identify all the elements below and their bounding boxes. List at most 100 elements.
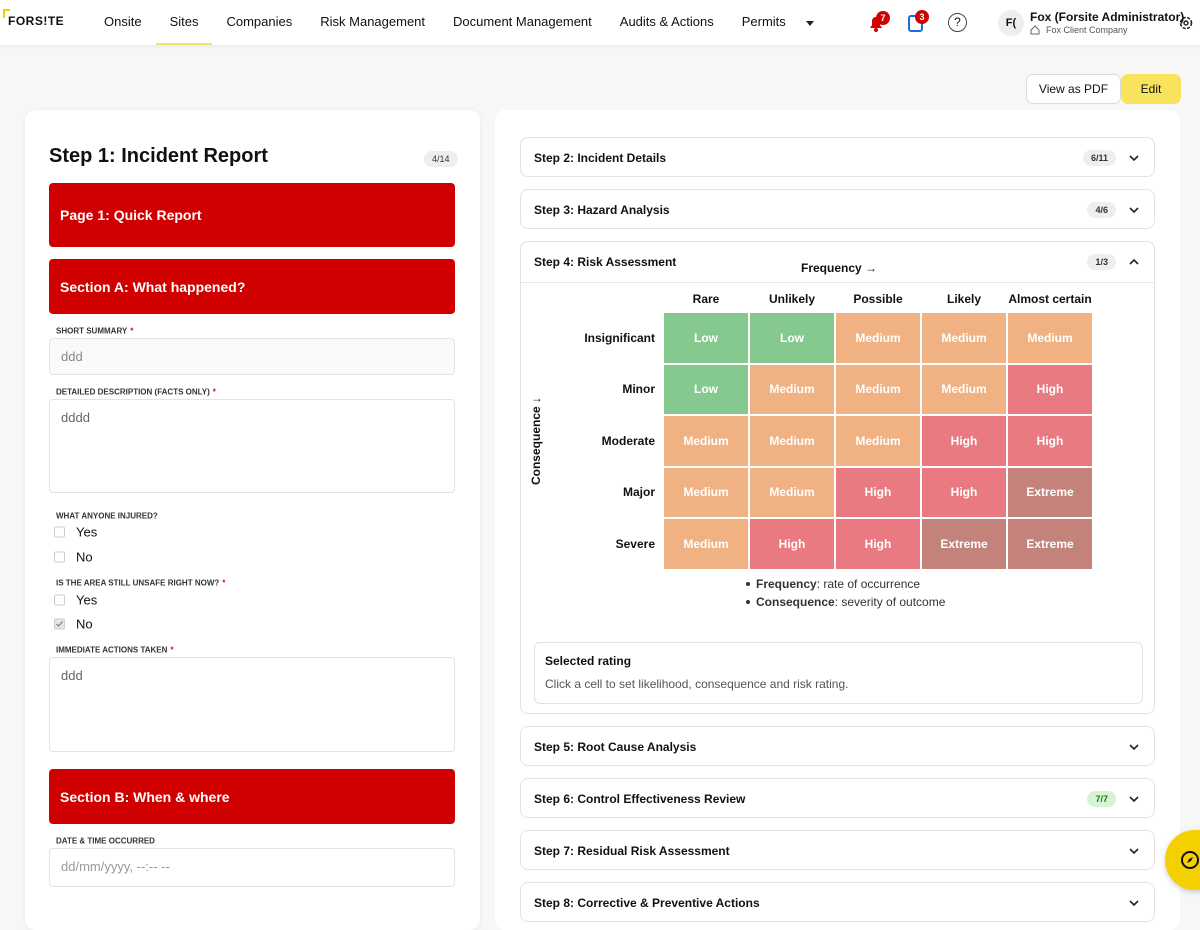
nav-item[interactable]: Onsite — [104, 14, 142, 29]
summary-input[interactable]: ddd — [49, 338, 455, 375]
checkbox[interactable] — [54, 526, 65, 538]
risk-cell[interactable]: Medium — [921, 363, 1007, 415]
risk-cell[interactable]: High — [835, 466, 921, 518]
legend-term: Frequency — [756, 577, 817, 591]
risk-cell[interactable]: Medium — [663, 466, 749, 518]
step-header[interactable]: Step 8: Corrective & Preventive Actions — [521, 883, 1154, 923]
tasks-badge: 3 — [915, 10, 929, 24]
description-input[interactable]: dddd — [49, 399, 455, 493]
checkbox-option[interactable]: Yes — [54, 525, 97, 540]
column-header: Unlikely — [768, 292, 816, 306]
checkbox-option[interactable]: Yes — [54, 593, 97, 608]
risk-cell[interactable]: Medium — [749, 415, 835, 467]
risk-cell[interactable]: Medium — [835, 312, 921, 364]
column-header: Possible — [853, 292, 903, 306]
step-title: Step 2: Incident Details — [534, 151, 667, 165]
checkbox-option[interactable]: No — [54, 550, 93, 565]
nav-item[interactable]: Risk Management — [320, 14, 426, 29]
chevron — [1129, 258, 1139, 265]
required-mark: * — [130, 326, 134, 336]
risk-cell[interactable]: Medium — [663, 415, 749, 467]
nav-item[interactable]: Audits & Actions — [619, 14, 714, 29]
risk-cell[interactable]: Medium — [835, 415, 921, 467]
legend-item: Consequence: severity of outcome — [746, 595, 945, 609]
risk-cell[interactable]: Extreme — [1007, 466, 1093, 518]
step-header[interactable]: Step 4: Risk Assessment 1/3 — [521, 242, 1154, 282]
column-header: Likely — [946, 292, 982, 306]
risk-cell[interactable]: Medium — [749, 363, 835, 415]
company-icon — [1030, 25, 1040, 35]
step-card: Step 7: Residual Risk Assessment — [520, 830, 1155, 870]
column-header: Rare — [692, 292, 720, 306]
nav-items: Onsite Sites Companies Risk Management Docum… — [90, 0, 800, 45]
field-label: DATE & TIME OCCURRED — [56, 837, 155, 846]
selected-title: Selected rating — [545, 654, 632, 668]
nav-item[interactable]: Companies — [226, 14, 293, 29]
label-text: IS THE AREA STILL UNSAFE RIGHT NOW? — [56, 578, 220, 588]
risk-cell[interactable]: Extreme — [921, 518, 1007, 570]
step-header[interactable]: Step 6: Control Effectiveness Review 7/7 — [521, 779, 1154, 819]
risk-cell[interactable]: High — [921, 415, 1007, 467]
risk-cell[interactable]: High — [1007, 363, 1093, 415]
chevron — [1129, 796, 1139, 803]
step-header[interactable]: Step 3: Hazard Analysis 4/6 — [521, 190, 1154, 230]
field-label: DETAILED DESCRIPTION (FACTS ONLY) * — [56, 388, 216, 397]
risk-cell[interactable]: Medium — [1007, 312, 1093, 364]
required-mark: * — [170, 645, 174, 655]
step-header[interactable]: Step 2: Incident Details 6/11 — [521, 138, 1154, 178]
step-card: Step 6: Control Effectiveness Review 7/7 — [520, 778, 1155, 818]
nav-item[interactable]: Sites — [155, 0, 213, 45]
option-label: No — [76, 616, 93, 632]
risk-cell[interactable]: High — [921, 466, 1007, 518]
chevron — [1129, 900, 1139, 907]
help-button[interactable]: ? — [948, 13, 967, 32]
divider — [521, 282, 1154, 283]
compass-icon — [1181, 851, 1199, 869]
checkbox-option[interactable]: No — [54, 617, 93, 632]
step-header[interactable]: Step 5: Root Cause Analysis — [521, 727, 1154, 767]
risk-cell[interactable]: Medium — [835, 363, 921, 415]
risk-cell[interactable]: Low — [749, 312, 835, 364]
date-input[interactable]: dd/mm/yyyy, --:-- -- — [49, 848, 455, 887]
edit-button[interactable]: Edit — [1121, 74, 1181, 104]
step-title: Step 4: Risk Assessment — [534, 255, 677, 269]
label-text: SHORT SUMMARY — [56, 326, 128, 336]
y-axis-label: Consequence ↓ — [529, 396, 543, 485]
field-label: IS THE AREA STILL UNSAFE RIGHT NOW? * — [56, 579, 225, 588]
nav-item[interactable]: Permits — [741, 14, 786, 29]
actions-input[interactable]: ddd — [49, 657, 455, 752]
section-banner: Section B: When & where — [49, 769, 455, 824]
step-header[interactable]: Step 7: Residual Risk Assessment — [521, 831, 1154, 871]
risk-cell[interactable]: Medium — [663, 518, 749, 570]
x-axis-label: Frequency → — [800, 261, 878, 275]
check-mark — [56, 621, 63, 627]
row-header: Moderate — [601, 433, 655, 448]
legend-text: : rate of occurrence — [816, 577, 921, 591]
selected-hint: Click a cell to set likelihood, conseque… — [545, 677, 849, 691]
risk-cell[interactable]: Extreme — [1007, 518, 1093, 570]
checkbox[interactable] — [54, 594, 65, 606]
nav-item[interactable]: Document Management — [453, 14, 592, 29]
user-name[interactable]: Fox (Forsite Administrator) — [1030, 10, 1185, 24]
nav-dropdown[interactable] — [804, 18, 816, 28]
column-header: Almost certain — [1008, 292, 1092, 306]
risk-cell[interactable]: High — [1007, 415, 1093, 467]
step-progress: 1/3 — [1087, 254, 1116, 270]
field-label: WHAT ANYONE INJURED? — [56, 512, 158, 521]
view-pdf-button[interactable]: View as PDF — [1026, 74, 1121, 104]
company-name: Fox Client Company — [1046, 25, 1128, 35]
settings-icon[interactable] — [1178, 15, 1194, 31]
row-header: Severe — [615, 536, 655, 551]
logo[interactable]: FORS!TE — [8, 14, 65, 28]
avatar[interactable]: F( — [998, 10, 1024, 36]
risk-cell[interactable]: High — [835, 518, 921, 570]
risk-cell[interactable]: Low — [663, 363, 749, 415]
checkbox[interactable] — [54, 618, 65, 630]
risk-cell[interactable]: Low — [663, 312, 749, 364]
risk-cell[interactable]: Medium — [921, 312, 1007, 364]
risk-cell[interactable]: High — [749, 518, 835, 570]
risk-cell[interactable]: Medium — [749, 466, 835, 518]
notification-badge: 7 — [876, 11, 890, 25]
legend-item: Frequency: rate of occurrence — [746, 577, 920, 591]
checkbox[interactable] — [54, 551, 65, 563]
